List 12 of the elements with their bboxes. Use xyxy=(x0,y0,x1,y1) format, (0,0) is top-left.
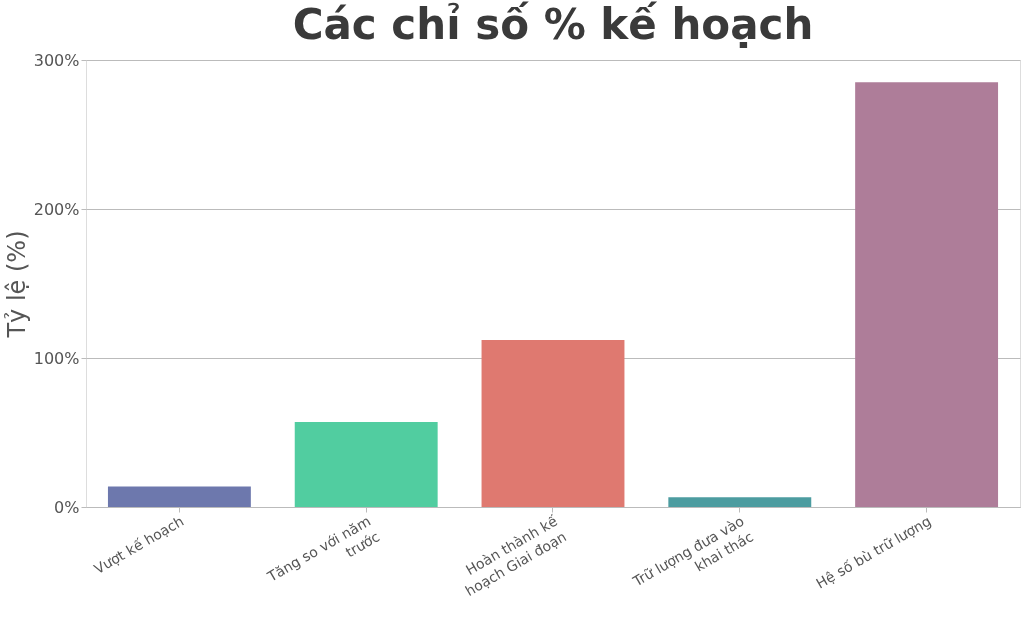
y-tick-label: 100% xyxy=(33,348,80,368)
bar xyxy=(481,340,625,507)
y-tick-label: 300% xyxy=(33,50,80,70)
x-tick-label: Tăng so với năm trước xyxy=(263,512,383,586)
y-tick-label: 0% xyxy=(54,497,80,517)
bar xyxy=(668,497,812,507)
y-axis-title: Tỷ lệ (%) xyxy=(2,230,31,339)
bar xyxy=(107,486,251,507)
bar xyxy=(294,422,438,507)
y-tick-label: 200% xyxy=(33,199,80,219)
bar xyxy=(855,82,999,507)
chart-title: Các chỉ số % kế hoạch xyxy=(292,0,814,49)
